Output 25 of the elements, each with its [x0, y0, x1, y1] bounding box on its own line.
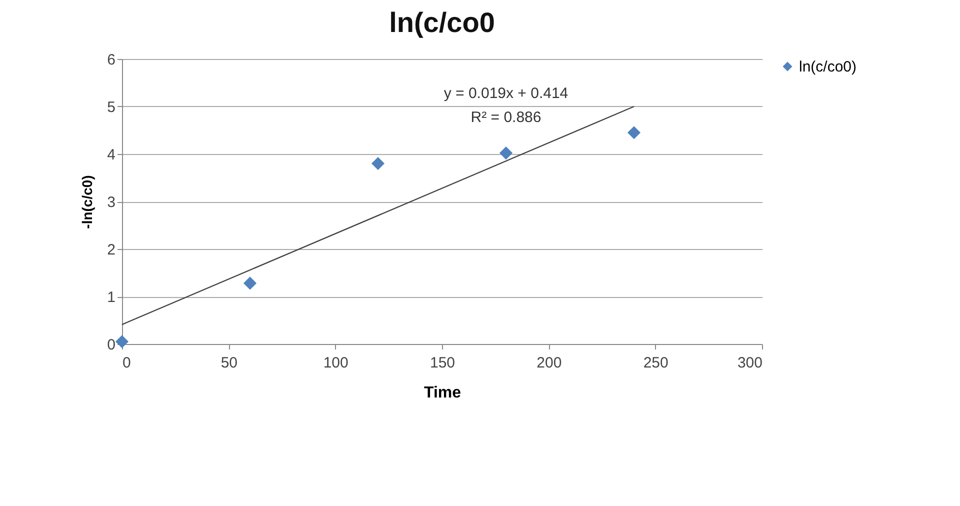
point — [371, 156, 385, 170]
legend-label: ln(c/co0) — [799, 58, 857, 76]
x-tick-label: 300 — [737, 354, 762, 372]
x-tick-label: 200 — [536, 354, 562, 372]
point — [627, 126, 641, 140]
chart-title: ln(c/co0 — [389, 7, 495, 38]
y-tick-label: 0 — [107, 336, 116, 354]
y-tick-label: 4 — [107, 146, 116, 164]
point — [115, 335, 129, 348]
annotation: R² = 0.886 — [470, 109, 542, 126]
y-tick-label: 3 — [107, 194, 116, 211]
annotation: y = 0.019x + 0.414 — [444, 85, 568, 102]
x-axis-title: Time — [424, 384, 462, 402]
point — [243, 276, 257, 290]
x-tick-label: 0 — [122, 354, 131, 372]
y-tick-label: 6 — [107, 52, 116, 68]
y-tick-label: 1 — [107, 289, 116, 306]
y-tick-label: 5 — [107, 99, 116, 116]
x-tick-label: 250 — [643, 354, 668, 372]
x-tick-label: 150 — [430, 354, 456, 372]
x-tick-label: 100 — [323, 354, 348, 372]
point — [499, 146, 513, 160]
y-axis-title: -ln(c/c0) — [79, 175, 96, 229]
y-tick-label: 2 — [107, 242, 116, 258]
x-tick-label: 50 — [220, 354, 238, 372]
